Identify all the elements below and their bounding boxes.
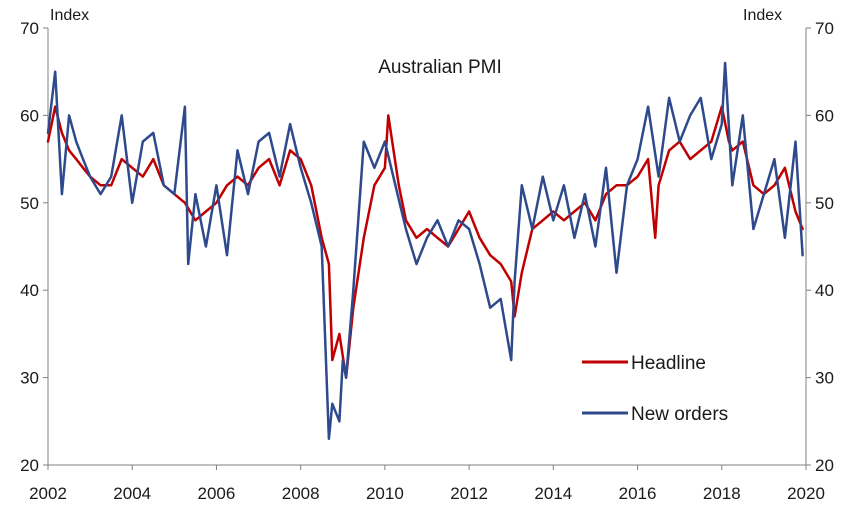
legend-label-headline: Headline bbox=[631, 353, 706, 374]
x-tick-label: 2020 bbox=[787, 484, 825, 503]
y-tick-label-left: 50 bbox=[20, 194, 39, 213]
y-tick-label-right: 30 bbox=[815, 369, 834, 388]
y-tick-label-left: 70 bbox=[20, 19, 39, 38]
y-tick-label-left: 30 bbox=[20, 369, 39, 388]
x-tick-label: 2010 bbox=[366, 484, 404, 503]
x-tick-label: 2002 bbox=[29, 484, 67, 503]
series-line-new-orders bbox=[46, 61, 804, 441]
y-tick-label-left: 20 bbox=[20, 456, 39, 475]
x-tick-label: 2006 bbox=[198, 484, 236, 503]
x-tick-label: 2016 bbox=[619, 484, 657, 503]
x-tick-label: 2012 bbox=[450, 484, 488, 503]
legend-label-new-orders: New orders bbox=[631, 404, 728, 425]
y-tick-label-right: 50 bbox=[815, 194, 834, 213]
x-tick-label: 2014 bbox=[534, 484, 572, 503]
y-tick-label-right: 60 bbox=[815, 106, 834, 125]
y-tick-label-right: 70 bbox=[815, 19, 834, 38]
y-tick-label-right: 40 bbox=[815, 281, 834, 300]
y-tick-label-right: 20 bbox=[815, 456, 834, 475]
x-tick-label: 2018 bbox=[703, 484, 741, 503]
y-unit-right-label: Index bbox=[743, 7, 782, 24]
chart-title: Australian PMI bbox=[378, 57, 502, 78]
y-tick-label-left: 60 bbox=[20, 106, 39, 125]
x-tick-label: 2004 bbox=[113, 484, 151, 503]
y-unit-left-label: Index bbox=[50, 7, 89, 24]
x-tick-label: 2008 bbox=[282, 484, 320, 503]
y-tick-label-left: 40 bbox=[20, 281, 39, 300]
